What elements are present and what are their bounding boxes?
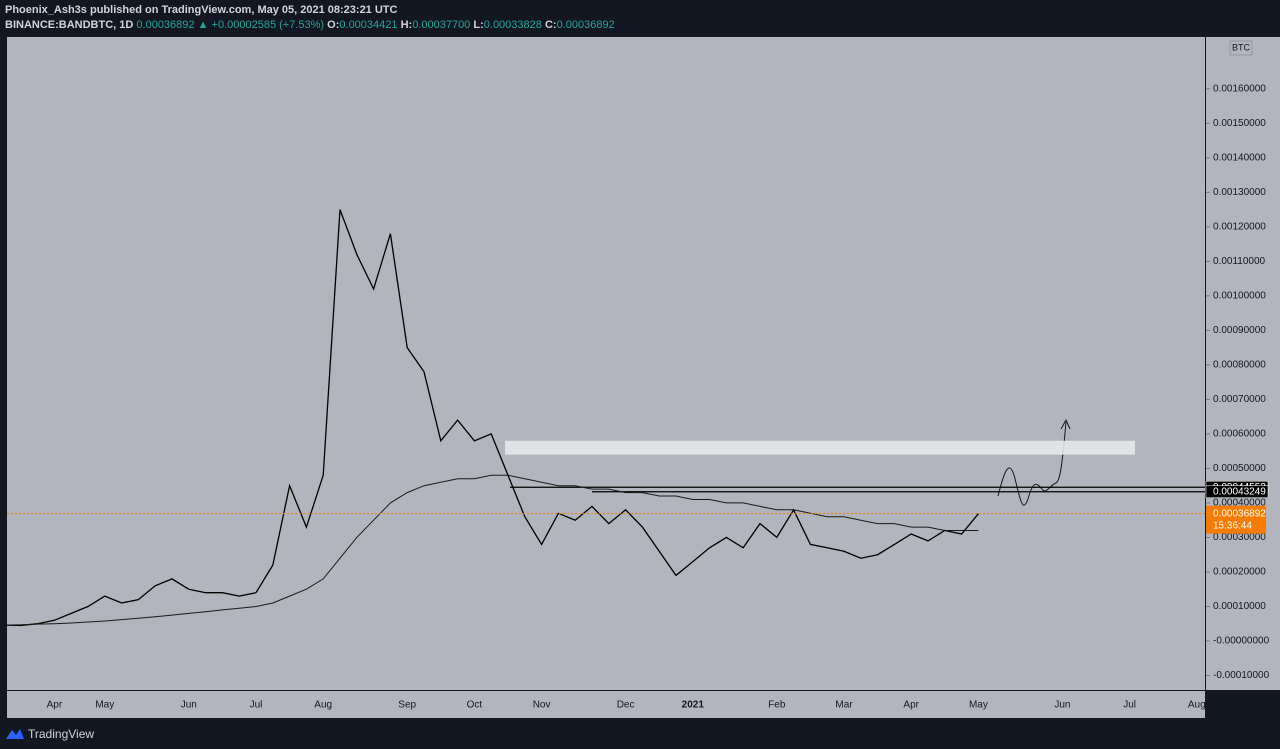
y-tick-label: 0.00090000 (1213, 325, 1266, 336)
projection-path (997, 421, 1067, 506)
low-label: L: (473, 19, 484, 31)
last-price-label: 0.00036892 (1213, 508, 1266, 519)
x-tick-label: Sep (398, 700, 416, 711)
y-tick-label: 0.00140000 (1213, 152, 1266, 163)
x-tick-label: Jun (1054, 700, 1070, 711)
price-line (3, 209, 979, 627)
resistance-zone (505, 440, 1135, 455)
moving-average (3, 474, 979, 626)
header: Phoenix_Ash3s published on TradingView.c… (0, 0, 1280, 37)
y-tick-label: 0.00080000 (1213, 360, 1266, 371)
y-tick-label: 0.00060000 (1213, 429, 1266, 440)
low: 0.00033828 (483, 19, 542, 31)
y-tick-label: -0.00010000 (1213, 670, 1270, 681)
y-tick-label: 0.00150000 (1213, 118, 1266, 129)
y-tick-label: 0.00120000 (1213, 221, 1266, 232)
y-tick-label: 0.00050000 (1213, 463, 1266, 474)
y-tick-label: 0.00100000 (1213, 290, 1266, 301)
currency-box (1229, 40, 1253, 56)
x-tick-label: Mar (835, 700, 853, 711)
plot-area (7, 37, 1205, 690)
x-tick-label: May (969, 700, 988, 711)
symbol: BINANCE:BANDBTC, 1D (5, 19, 134, 31)
price-axis (1206, 37, 1280, 690)
x-tick-label: May (95, 700, 114, 711)
projection-arrowhead (1060, 418, 1071, 430)
level-label: 0.00043249 (1213, 486, 1266, 497)
level-box (1205, 485, 1269, 498)
x-tick-label: Feb (768, 700, 786, 711)
open: 0.00034421 (339, 19, 398, 31)
y-tick-label: 0.00030000 (1213, 532, 1266, 543)
y-tick-label: 0.00070000 (1213, 394, 1266, 405)
y-tick-label: 0.00010000 (1213, 601, 1266, 612)
y-tick-label: 0.00020000 (1213, 567, 1266, 578)
publisher: Phoenix_Ash3s published on TradingView.c… (5, 4, 398, 16)
currency: BTC (1232, 42, 1251, 52)
y-tick-label: -0.00000000 (1213, 636, 1270, 647)
countdown: 15:36:44 (1213, 520, 1252, 531)
symbol-line: BINANCE:BANDBTC, 1D 0.00036892 ▲ +0.0000… (5, 19, 615, 31)
close: 0.00036892 (556, 19, 615, 31)
chart: BTC -0.00010000 -0.00000000 0.00010000 0.00… (0, 37, 1280, 718)
high-label: H: (400, 19, 413, 31)
x-tick-label: Aug (1188, 700, 1206, 711)
open-label: O: (327, 19, 340, 31)
footer: TradingView (0, 718, 1280, 749)
close-label: C: (544, 19, 557, 31)
time-axis (7, 691, 1205, 718)
x-tick-label: 2021 (682, 700, 705, 711)
high: 0.00037700 (412, 19, 471, 31)
x-tick-label: Jun (181, 700, 197, 711)
x-tick-label: Oct (467, 700, 483, 711)
x-tick-label: Apr (903, 700, 919, 711)
y-tick-label: 0.00110000 (1213, 256, 1266, 267)
x-tick-label: Apr (47, 700, 63, 711)
change-arrow: ▲ (197, 19, 209, 31)
x-tick-label: Jul (250, 700, 263, 711)
x-tick-label: Dec (617, 700, 635, 711)
x-tick-label: Aug (314, 700, 332, 711)
last-price-box (1206, 505, 1266, 534)
y-tick-label: 0.00040000 (1213, 498, 1266, 509)
y-tick-label: 0.00160000 (1213, 83, 1266, 94)
x-tick-label: Jul (1123, 700, 1136, 711)
brand: TradingView (28, 727, 95, 741)
change: +0.00002585 (+7.53%) (211, 19, 325, 31)
logo (6, 729, 24, 739)
x-tick-label: Nov (533, 700, 551, 711)
last-price: 0.00036892 (136, 19, 195, 31)
y-tick-label: 0.00130000 (1213, 187, 1266, 198)
